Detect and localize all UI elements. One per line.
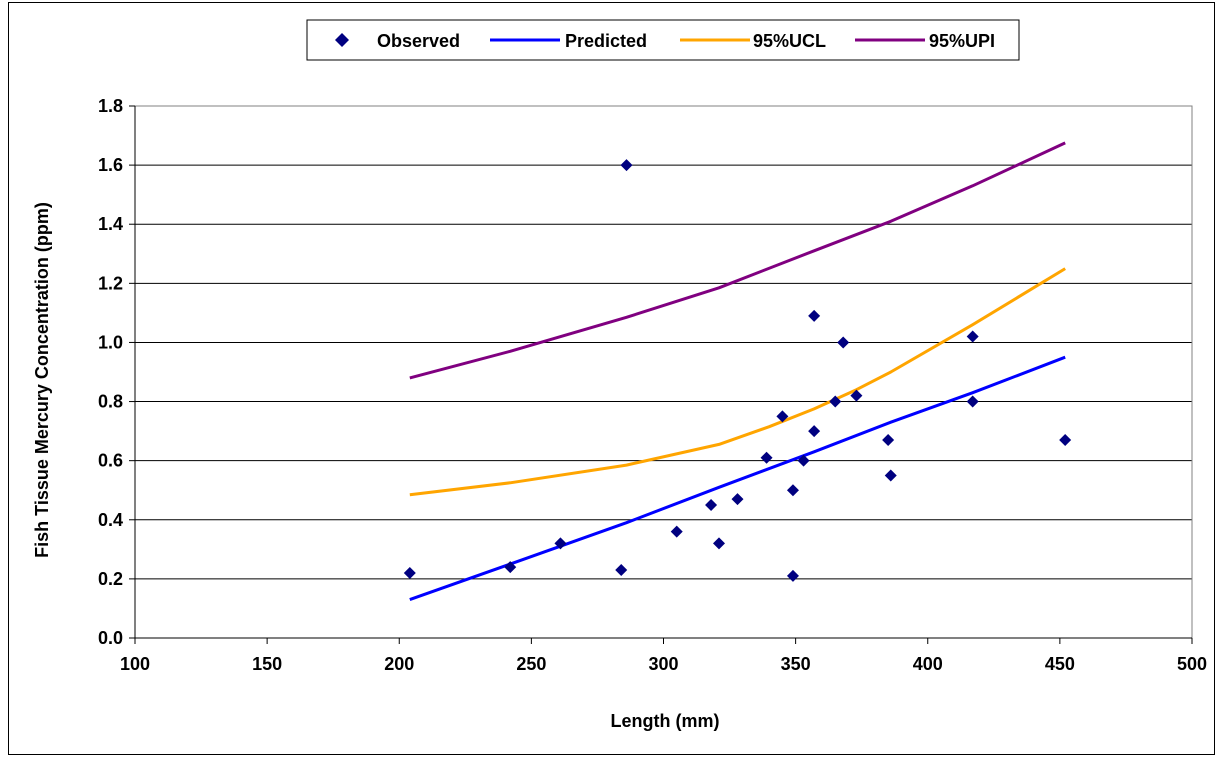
observed-point bbox=[829, 395, 842, 408]
x-tick-labels: 100 150 200 250 300 350 400 450 500 bbox=[120, 654, 1207, 674]
legend-label-predicted: Predicted bbox=[565, 31, 647, 51]
observed-point bbox=[966, 395, 979, 408]
observed-point bbox=[966, 330, 979, 343]
x-tick-label: 400 bbox=[913, 654, 943, 674]
observed-point bbox=[731, 493, 744, 506]
observed-point bbox=[615, 564, 628, 577]
y-tick-label: 1.8 bbox=[98, 96, 123, 116]
legend-label-upi: 95%UPI bbox=[929, 31, 995, 51]
observed-point bbox=[1059, 433, 1072, 446]
series-line-95-ucl bbox=[409, 267, 1066, 497]
x-tick-label: 250 bbox=[516, 654, 546, 674]
series-line-predicted bbox=[409, 355, 1066, 602]
y-tick-label: 1.6 bbox=[98, 155, 123, 175]
x-tick-label: 300 bbox=[648, 654, 678, 674]
x-tick-label: 450 bbox=[1045, 654, 1075, 674]
observed-point bbox=[620, 159, 633, 172]
observed-point bbox=[882, 433, 895, 446]
y-tick-labels: 0.0 0.2 0.4 0.6 0.8 1.0 1.2 1.4 1.6 1.8 bbox=[98, 96, 123, 648]
y-tick-label: 0.2 bbox=[98, 569, 123, 589]
observed-point bbox=[786, 569, 799, 582]
legend-label-ucl: 95%UCL bbox=[753, 31, 826, 51]
x-tick-label: 100 bbox=[120, 654, 150, 674]
observed-point bbox=[786, 484, 799, 497]
y-tick-label: 1.0 bbox=[98, 332, 123, 352]
plot-area bbox=[134, 105, 1193, 639]
legend: Observed Predicted 95%UCL 95%UPI bbox=[306, 19, 1020, 61]
series-lines bbox=[409, 141, 1066, 602]
observed-point bbox=[403, 566, 416, 579]
observed-point bbox=[850, 389, 863, 402]
observed-point bbox=[670, 525, 683, 538]
observed-point bbox=[504, 561, 517, 574]
observed-point bbox=[837, 336, 850, 349]
observed-points bbox=[403, 159, 1072, 582]
observed-point bbox=[760, 451, 773, 464]
observed-point bbox=[808, 425, 821, 438]
y-tick-label: 0.4 bbox=[98, 510, 123, 530]
axes bbox=[129, 105, 1193, 644]
legend-marker-observed bbox=[335, 33, 349, 47]
y-axis-title: Fish Tissue Mercury Concentration (ppm) bbox=[32, 202, 52, 558]
y-tick-label: 0.8 bbox=[98, 392, 123, 412]
x-tick-label: 150 bbox=[252, 654, 282, 674]
observed-point bbox=[554, 537, 567, 550]
observed-point bbox=[808, 309, 821, 322]
observed-point bbox=[776, 410, 789, 423]
y-tick-label: 1.2 bbox=[98, 273, 123, 293]
observed-point bbox=[797, 454, 810, 467]
y-tick-label: 1.4 bbox=[98, 214, 123, 234]
y-tick-label: 0.6 bbox=[98, 451, 123, 471]
x-axis-title: Length (mm) bbox=[611, 711, 720, 731]
y-tick-label: 0.0 bbox=[98, 628, 123, 648]
x-tick-label: 200 bbox=[384, 654, 414, 674]
observed-point bbox=[705, 499, 718, 511]
series-line-95-upi bbox=[409, 141, 1066, 380]
observed-point bbox=[712, 537, 725, 550]
x-tick-label: 350 bbox=[781, 654, 811, 674]
observed-point bbox=[884, 469, 897, 482]
x-tick-label: 500 bbox=[1177, 654, 1207, 674]
legend-label-observed: Observed bbox=[377, 31, 460, 51]
